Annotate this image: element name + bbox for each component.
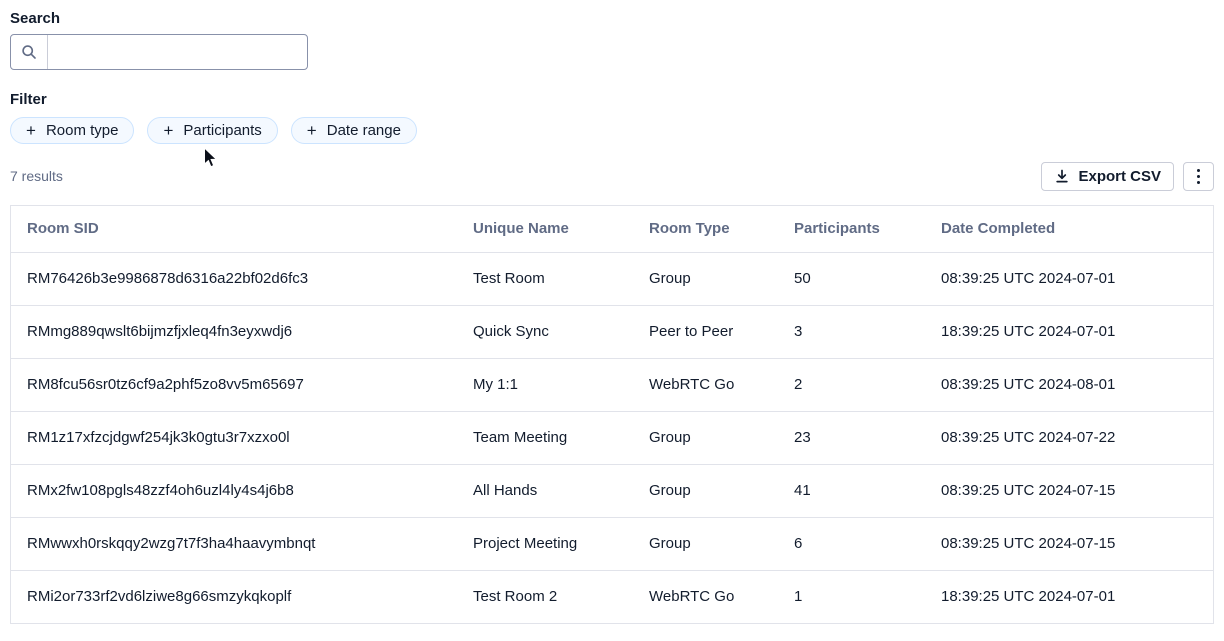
table-row[interactable]: RMi2or733rf2vd6lziwe8g66smzykqkoplf Test… bbox=[11, 570, 1213, 623]
cell-participants: 3 bbox=[784, 305, 931, 359]
cell-participants: 6 bbox=[784, 517, 931, 571]
table-row[interactable]: RMmg889qwslt6bijmzfjxleq4fn3eyxwdj6 Quic… bbox=[11, 305, 1213, 359]
cell-room-type: Group bbox=[639, 464, 784, 518]
cell-room-type: Group bbox=[639, 411, 784, 465]
cell-date-completed: 08:39:25 UTC 2024-07-01 bbox=[931, 252, 1213, 306]
rooms-table-body: RM76426b3e9986878d6316a22bf02d6fc3 Test … bbox=[11, 252, 1213, 623]
download-icon bbox=[1054, 168, 1070, 184]
column-header-unique-name: Unique Name bbox=[463, 206, 639, 253]
video-rooms-page: Search Filter + Room type + Participants… bbox=[10, 10, 1214, 624]
column-header-room-type: Room Type bbox=[639, 206, 784, 253]
cell-date-completed: 08:39:25 UTC 2024-07-15 bbox=[931, 464, 1213, 518]
filter-label: Filter bbox=[10, 91, 47, 108]
search-input[interactable] bbox=[48, 35, 307, 69]
table-row[interactable]: RM76426b3e9986878d6316a22bf02d6fc3 Test … bbox=[11, 252, 1213, 306]
cell-room-type: Peer to Peer bbox=[639, 305, 784, 359]
plus-icon: + bbox=[26, 120, 36, 140]
cell-date-completed: 08:39:25 UTC 2024-08-01 bbox=[931, 358, 1213, 412]
cell-date-completed: 08:39:25 UTC 2024-07-15 bbox=[931, 517, 1213, 571]
cell-participants: 2 bbox=[784, 358, 931, 412]
filter-chip-participants[interactable]: + Participants bbox=[147, 117, 278, 144]
cell-room-sid: RM8fcu56sr0tz6cf9a2phf5zo8vv5m65697 bbox=[11, 358, 463, 412]
search-label: Search bbox=[10, 10, 61, 27]
cell-room-sid: RMmg889qwslt6bijmzfjxleq4fn3eyxwdj6 bbox=[11, 305, 463, 359]
export-csv-label: Export CSV bbox=[1078, 167, 1161, 185]
cell-unique-name: All Hands bbox=[463, 464, 639, 518]
cell-room-sid: RMwwxh0rskqqy2wzg7t7f3ha4haavymbnqt bbox=[11, 517, 463, 571]
column-header-participants: Participants bbox=[784, 206, 931, 253]
plus-icon: + bbox=[306, 120, 317, 140]
cell-room-sid: RMi2or733rf2vd6lziwe8g66smzykqkoplf bbox=[27, 588, 292, 606]
toolbar-actions: Export CSV bbox=[1041, 161, 1214, 191]
search-box bbox=[10, 34, 308, 70]
filter-chips: + Room type + Participants + Date range bbox=[10, 117, 1214, 144]
search-icon bbox=[11, 35, 48, 69]
ellipsis-icon bbox=[1197, 168, 1200, 184]
plus-icon: + bbox=[163, 120, 174, 140]
more-options-button[interactable] bbox=[1183, 161, 1214, 191]
table-row[interactable]: RM8fcu56sr0tz6cf9a2phf5zo8vv5m65697 My 1… bbox=[11, 358, 1213, 412]
cell-unique-name: Team Meeting bbox=[463, 411, 639, 465]
results-count: 7 results bbox=[10, 168, 63, 184]
table-header: Room SID Unique Name Room Type Participa… bbox=[11, 206, 1213, 253]
cell-unique-name: Test Room bbox=[463, 252, 639, 306]
cell-unique-name: Quick Sync bbox=[463, 305, 639, 359]
cell-room-sid: RM1z17xfzcjdgwf254jk3k0gtu3r7xzxo0l bbox=[11, 411, 463, 465]
filter-chip-label: Participants bbox=[183, 122, 262, 139]
rooms-table: Room SID Unique Name Room Type Participa… bbox=[10, 205, 1214, 624]
cell-unique-name: Project Meeting bbox=[463, 517, 639, 571]
table-row[interactable]: RMx2fw108pgls48zzf4oh6uzl4ly4s4j6b8 All … bbox=[11, 464, 1213, 518]
cell-participants: 1 bbox=[794, 588, 803, 606]
cell-date-completed: 18:39:25 UTC 2024-07-01 bbox=[941, 588, 1116, 606]
filter-chip-label: Date range bbox=[326, 122, 401, 139]
cell-participants: 23 bbox=[784, 411, 931, 465]
cell-room-sid: RM76426b3e9986878d6316a22bf02d6fc3 bbox=[11, 252, 463, 306]
table-row[interactable]: RMwwxh0rskqqy2wzg7t7f3ha4haavymbnqt Proj… bbox=[11, 517, 1213, 571]
cell-participants: 50 bbox=[784, 252, 931, 306]
cell-date-completed: 08:39:25 UTC 2024-07-22 bbox=[931, 411, 1213, 465]
cell-room-type: WebRTC Go bbox=[639, 358, 784, 412]
cell-room-type: WebRTC Go bbox=[649, 588, 735, 606]
export-csv-button[interactable]: Export CSV bbox=[1041, 161, 1174, 191]
results-toolbar: 7 results Export CSV bbox=[10, 161, 1214, 191]
cell-unique-name: Test Room 2 bbox=[473, 588, 558, 606]
table-row[interactable]: RM1z17xfzcjdgwf254jk3k0gtu3r7xzxo0l Team… bbox=[11, 411, 1213, 465]
filter-chip-room-type[interactable]: + Room type bbox=[10, 117, 135, 144]
cell-date-completed: 18:39:25 UTC 2024-07-01 bbox=[931, 305, 1213, 359]
column-header-room-sid: Room SID bbox=[11, 206, 463, 253]
column-header-date-completed: Date Completed bbox=[931, 206, 1213, 253]
filter-chip-label: Room type bbox=[45, 122, 119, 139]
cell-room-type: Group bbox=[639, 517, 784, 571]
cell-room-type: Group bbox=[639, 252, 784, 306]
cell-participants: 41 bbox=[784, 464, 931, 518]
filter-chip-date-range[interactable]: + Date range bbox=[290, 117, 417, 144]
cell-unique-name: My 1:1 bbox=[463, 358, 639, 412]
cell-room-sid: RMx2fw108pgls48zzf4oh6uzl4ly4s4j6b8 bbox=[11, 464, 463, 518]
